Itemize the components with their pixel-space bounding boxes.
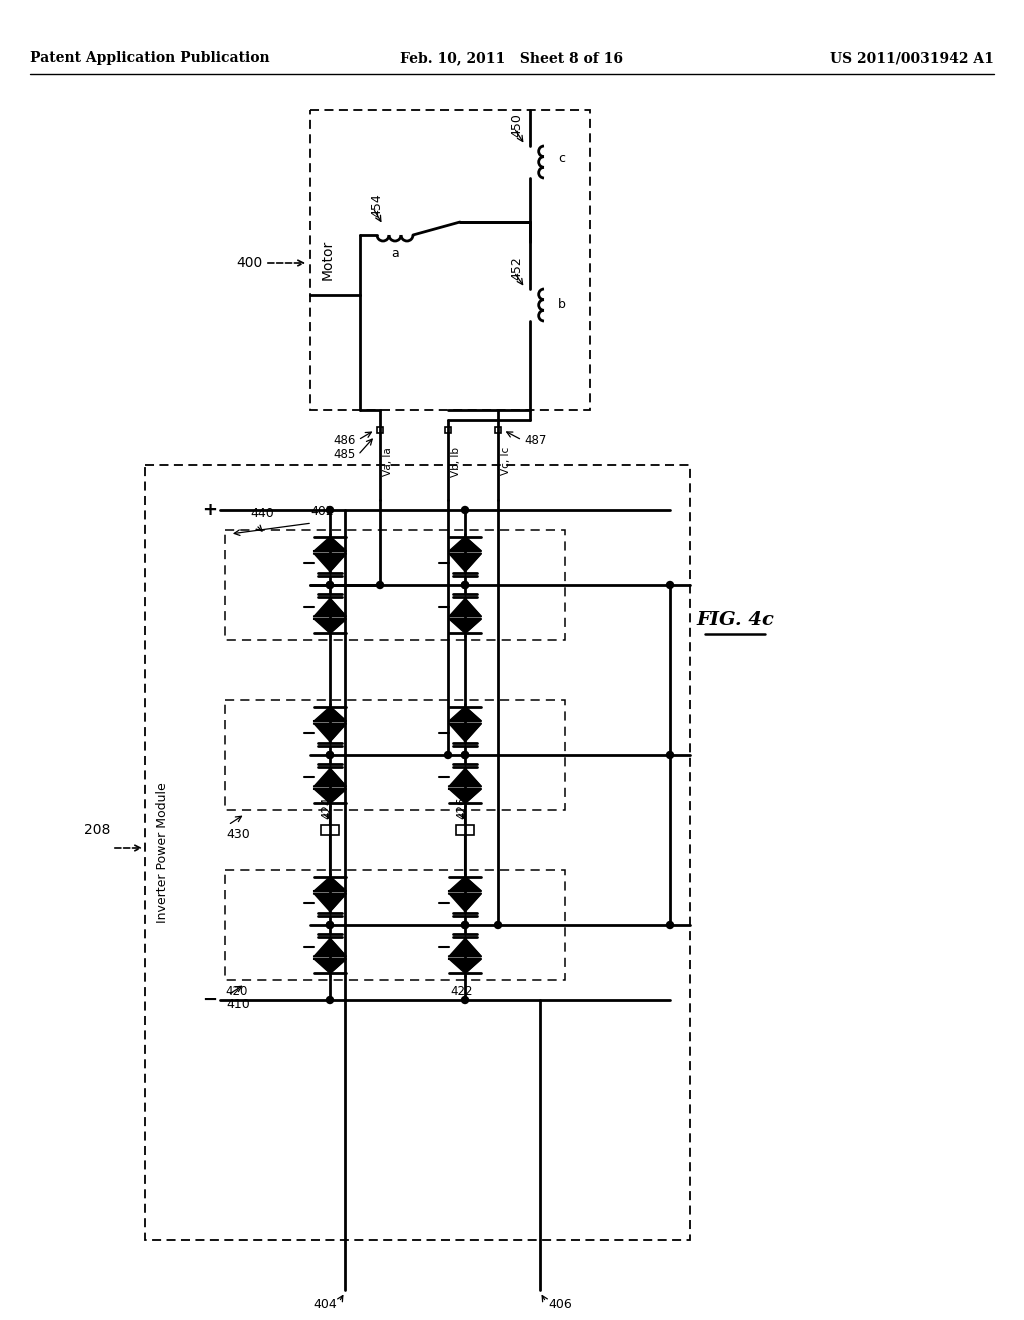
Text: 454: 454 [370,193,383,216]
Text: 487: 487 [524,433,547,446]
Text: 485: 485 [334,449,356,462]
Polygon shape [449,537,481,550]
Text: +: + [202,502,217,519]
Polygon shape [314,723,346,742]
Polygon shape [314,939,346,957]
Text: Vc, Ic: Vc, Ic [501,447,511,475]
Circle shape [327,507,334,513]
Polygon shape [449,619,481,634]
Circle shape [667,751,674,759]
Circle shape [444,751,452,759]
Text: c: c [558,152,565,165]
Polygon shape [449,706,481,721]
Circle shape [327,997,334,1003]
Text: Vb, Ib: Vb, Ib [451,447,461,477]
Polygon shape [449,598,481,616]
Circle shape [462,582,469,589]
Polygon shape [314,768,346,787]
Text: 450: 450 [510,114,523,137]
Polygon shape [314,598,346,616]
Text: a: a [391,247,399,260]
Text: 406: 406 [548,1299,571,1312]
Text: 426: 426 [455,797,468,820]
Polygon shape [314,958,346,973]
Bar [310,110,590,411]
Bar [321,825,339,836]
Bar [445,426,451,433]
Circle shape [327,751,334,759]
Bar [225,870,565,979]
Text: 420: 420 [225,985,248,998]
Text: 486: 486 [334,433,356,446]
Text: Feb. 10, 2011   Sheet 8 of 16: Feb. 10, 2011 Sheet 8 of 16 [400,51,624,65]
Text: Inverter Power Module: Inverter Power Module [157,783,170,923]
Text: 424: 424 [319,797,333,820]
Circle shape [462,751,469,759]
Circle shape [462,921,469,928]
Bar [456,825,474,836]
Bar [225,531,565,640]
Text: 430: 430 [226,828,250,841]
Bar [495,426,501,433]
Text: b: b [558,298,566,312]
Circle shape [462,751,469,759]
Text: Motor: Motor [321,240,335,280]
Text: Patent Application Publication: Patent Application Publication [30,51,269,65]
Polygon shape [449,958,481,973]
Circle shape [327,582,334,589]
Polygon shape [314,706,346,721]
Polygon shape [314,619,346,634]
Polygon shape [449,723,481,742]
Circle shape [462,582,469,589]
Text: FIG. 4c: FIG. 4c [696,611,774,630]
Polygon shape [449,876,481,891]
Polygon shape [449,894,481,911]
Circle shape [327,921,334,928]
Text: US 2011/0031942 A1: US 2011/0031942 A1 [830,51,994,65]
Circle shape [327,921,334,928]
Text: 208: 208 [84,822,110,837]
Polygon shape [314,894,346,911]
Polygon shape [314,789,346,804]
Circle shape [462,997,469,1003]
Polygon shape [314,537,346,550]
Bar [377,426,383,433]
Circle shape [377,582,384,589]
Text: 400: 400 [237,256,263,271]
Polygon shape [449,789,481,804]
Text: 452: 452 [510,256,523,280]
Circle shape [495,921,502,928]
Text: −: − [202,991,217,1008]
Circle shape [667,921,674,928]
Polygon shape [314,876,346,891]
Text: 410: 410 [226,998,250,1011]
Text: 402: 402 [310,506,334,517]
Polygon shape [314,553,346,572]
Text: 440: 440 [250,507,273,520]
Circle shape [462,507,469,513]
Circle shape [327,582,334,589]
Circle shape [462,921,469,928]
Text: 404: 404 [313,1299,337,1312]
Bar [225,700,565,810]
Polygon shape [449,553,481,572]
Polygon shape [449,939,481,957]
Text: 422: 422 [450,985,472,998]
Circle shape [327,751,334,759]
Polygon shape [449,768,481,787]
Text: Va, Ia: Va, Ia [383,447,393,475]
Circle shape [667,582,674,589]
Bar [145,465,690,1239]
